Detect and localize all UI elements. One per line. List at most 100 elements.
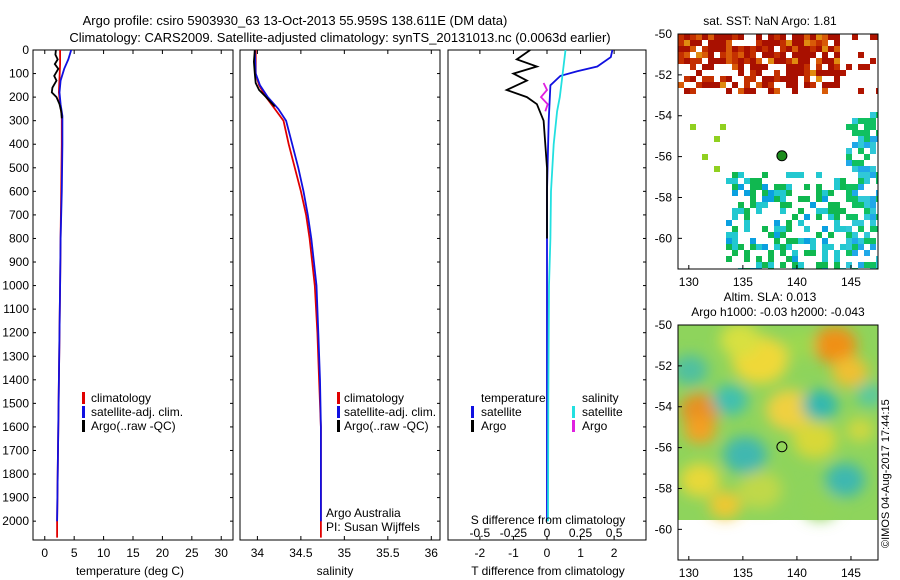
depth-tick-label: 1200 xyxy=(2,326,29,340)
x-tick-label: 25 xyxy=(185,546,199,560)
lon-tick-label: 135 xyxy=(733,566,753,580)
x2-tick-label: 0 xyxy=(544,526,551,540)
x-tick-label: 0 xyxy=(41,546,48,560)
depth-tick-label: 1600 xyxy=(2,420,29,434)
lat-tick-label: -54 xyxy=(655,400,673,414)
salinity-xlabel: salinity xyxy=(317,564,354,578)
lat-tick-label: -50 xyxy=(655,27,673,41)
lon-tick-label: 130 xyxy=(679,275,699,289)
lat-tick-label: -58 xyxy=(655,481,673,495)
credit-line-1: Argo Australia xyxy=(326,506,401,520)
sst-map-frame xyxy=(677,33,879,270)
legend-label-argo: Argo(..raw -QC) xyxy=(91,419,176,433)
depth-tick-label: 1800 xyxy=(2,467,29,481)
x-tick-label: 30 xyxy=(215,546,229,560)
series-line xyxy=(504,50,548,239)
lat-tick-label: -52 xyxy=(655,359,673,373)
x-tick-label: 2 xyxy=(611,546,618,560)
series-line xyxy=(547,50,567,522)
x-tick-label: 34 xyxy=(251,546,265,560)
legend-label-climatology: climatology xyxy=(344,391,404,405)
legend-swatch-satellite xyxy=(82,406,85,418)
x-tick-label: 0 xyxy=(544,546,551,560)
lon-tick-label: 135 xyxy=(733,275,753,289)
sst-map-title: sat. SST: NaN Argo: 1.81 xyxy=(703,14,837,28)
x2-tick-label: -0.25 xyxy=(500,526,528,540)
lat-tick-label: -60 xyxy=(655,522,673,536)
series-line xyxy=(253,50,322,522)
lon-tick-label: 145 xyxy=(841,566,861,580)
series-line xyxy=(252,50,276,108)
lon-tick-label: 140 xyxy=(787,566,807,580)
depth-tick-label: 1300 xyxy=(2,349,29,363)
lon-tick-label: 130 xyxy=(679,566,699,580)
x-axes: 0 5 10 15 20 25 30 34 34.5 35 35.5 36 -2 -1 0 1 2 -0.5 -0.… xyxy=(41,50,623,560)
series-line xyxy=(254,50,322,538)
sla-map xyxy=(678,325,878,521)
depth-tick-label: 900 xyxy=(9,255,29,269)
depth-axis: 0 100 200 300 400 500 600 700 800 900 1000 1100 1200… xyxy=(2,43,646,528)
legend-label-sal-argo: Argo xyxy=(582,419,608,433)
sla-map-title: Altim. SLA: 0.013 xyxy=(724,290,817,304)
legend-label-climatology: climatology xyxy=(91,391,151,405)
temperature-legend: climatology satellite-adj. clim. Argo(..… xyxy=(82,391,183,433)
difference-legend: temperature satellite Argo salinity sate… xyxy=(471,391,623,433)
header-title: Argo profile: csiro 5903930_63 13-Oct-20… xyxy=(83,13,508,28)
imos-stamp: ©IMOS 04-Aug-2017 17:44:15 xyxy=(880,399,892,548)
lon-tick-label: 140 xyxy=(787,275,807,289)
depth-tick-label: 100 xyxy=(9,67,29,81)
x-tick-label: -1 xyxy=(508,546,519,560)
salinity-panel xyxy=(239,49,441,541)
lat-tick-label: -52 xyxy=(655,68,673,82)
header-subtitle: Climatology: CARS2009. Satellite-adjuste… xyxy=(69,30,610,45)
series-line xyxy=(50,50,63,119)
legend-label-satellite: satellite-adj. clim. xyxy=(91,405,183,419)
credit-line-2: PI: Susan Wijffels xyxy=(326,520,420,534)
legend-label-argo: Argo(..raw -QC) xyxy=(344,419,429,433)
x-tick-label: 34.5 xyxy=(289,546,313,560)
x-tick-label: 1 xyxy=(577,546,584,560)
depth-tick-label: 1700 xyxy=(2,443,29,457)
x-tick-label: 35 xyxy=(338,546,352,560)
depth-tick-label: 1100 xyxy=(3,302,29,316)
depth-tick-label: 1900 xyxy=(2,491,29,505)
depth-tick-label: 300 xyxy=(9,114,29,128)
temperature-series xyxy=(50,50,73,538)
sst-map-axes: 130 135 140 145 -50 -52 -54 -56 -58 -60 xyxy=(655,27,862,289)
legend-swatch-temp-argo xyxy=(471,420,474,432)
legend-title-temperature: temperature xyxy=(481,391,546,405)
depth-tick-label: 200 xyxy=(9,90,29,104)
sst-argo-marker xyxy=(776,150,788,162)
depth-tick-label: 0 xyxy=(22,43,29,57)
sla-map-subtitle: Argo h1000: -0.03 h2000: -0.043 xyxy=(691,305,865,319)
legend-swatch-sal-satellite xyxy=(572,406,575,418)
lat-tick-label: -60 xyxy=(655,231,673,245)
x-tick-label: 15 xyxy=(126,546,140,560)
lat-tick-label: -58 xyxy=(655,190,673,204)
x-tick-label: 36 xyxy=(425,546,439,560)
lat-tick-label: -56 xyxy=(655,150,673,164)
legend-label-temp-argo: Argo xyxy=(481,419,507,433)
legend-swatch-climatology xyxy=(337,392,340,404)
x-tick-label: 5 xyxy=(71,546,78,560)
legend-swatch-sal-argo xyxy=(572,420,575,432)
temperature-xlabel: temperature (deg C) xyxy=(76,564,184,578)
difference-xlabel: T difference from climatology xyxy=(471,564,625,578)
sst-map xyxy=(678,34,878,269)
depth-tick-label: 1400 xyxy=(2,373,29,387)
depth-tick-label: 700 xyxy=(9,208,29,222)
series-line xyxy=(539,82,549,112)
x2-tick-label: 0.5 xyxy=(606,526,623,540)
salinity-legend: climatology satellite-adj. clim. Argo(..… xyxy=(337,391,436,433)
x2-tick-label: -0.5 xyxy=(470,526,491,540)
x-tick-label: -2 xyxy=(475,546,486,560)
legend-swatch-argo xyxy=(337,420,340,432)
x-tick-label: 10 xyxy=(97,546,111,560)
depth-tick-label: 600 xyxy=(9,184,29,198)
x2-tick-label: 0.25 xyxy=(569,526,593,540)
sla-map-axes: 130 135 140 145 -50 -52 -54 -56 -58 -60 xyxy=(655,318,862,580)
depth-tick-label: 500 xyxy=(9,161,29,175)
depth-tick-label: 400 xyxy=(9,137,29,151)
legend-label-sal-satellite: satellite xyxy=(582,405,623,419)
legend-swatch-satellite xyxy=(337,406,340,418)
